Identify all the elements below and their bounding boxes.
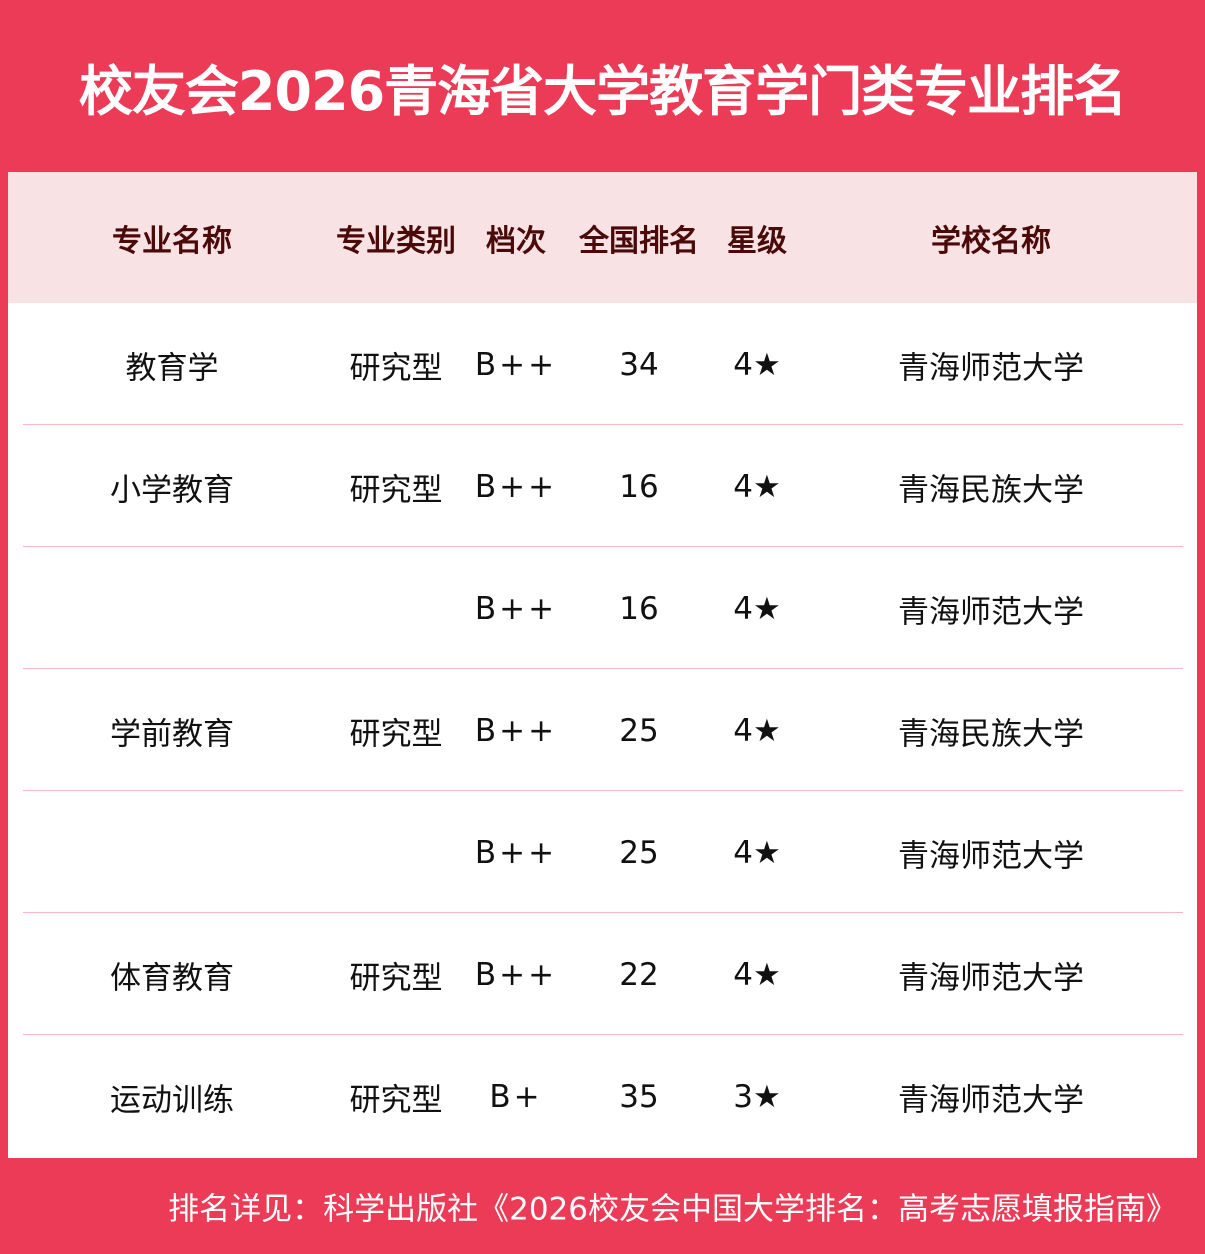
column-header: 专业名称 — [112, 224, 232, 259]
cell-grade: B++ — [474, 713, 558, 749]
cell-rank: 35 — [619, 1079, 659, 1115]
row-divider — [23, 668, 1183, 669]
cell-stars: 4★ — [733, 591, 781, 627]
table-header: 专业名称 专业类别 档次 全国排名 星级 学校名称 — [8, 172, 1197, 303]
row-divider — [23, 790, 1183, 791]
cell-rank: 16 — [619, 591, 659, 627]
cell-stars: 3★ — [733, 1079, 781, 1115]
table-row: 学前教育 研究型 B++ 25 4★ 青海民族大学 — [8, 669, 1197, 791]
row-divider — [23, 424, 1183, 425]
table-row: 运动训练 研究型 B+ 35 3★ 青海师范大学 — [8, 1035, 1197, 1157]
row-divider — [23, 546, 1183, 547]
table-row: B++ 16 4★ 青海师范大学 — [8, 547, 1197, 669]
cell-rank: 16 — [619, 469, 659, 505]
cell-stars: 4★ — [733, 713, 781, 749]
cell-grade: B++ — [474, 469, 558, 505]
table-row: 小学教育 研究型 B++ 16 4★ 青海民族大学 — [8, 425, 1197, 547]
cell-stars: 4★ — [733, 347, 781, 383]
cell-major: 运动训练 — [110, 1082, 234, 1119]
cell-rank: 34 — [619, 347, 659, 383]
cell-school: 青海师范大学 — [898, 594, 1084, 631]
cell-major: 教育学 — [125, 350, 219, 387]
cell-type: 研究型 — [349, 1082, 443, 1119]
cell-rank: 25 — [619, 835, 659, 871]
column-header: 星级 — [727, 224, 787, 259]
footer-note: 排名详见：科学出版社《2026校友会中国大学排名：高考志愿填报指南》 — [0, 1158, 1205, 1254]
cell-grade: B++ — [474, 957, 558, 993]
cell-type: 研究型 — [349, 960, 443, 997]
cell-stars: 4★ — [733, 957, 781, 993]
cell-major: 体育教育 — [110, 960, 234, 997]
column-header: 全国排名 — [579, 224, 699, 259]
cell-school: 青海师范大学 — [898, 1082, 1084, 1119]
row-divider — [23, 912, 1183, 913]
cell-stars: 4★ — [733, 469, 781, 505]
cell-rank: 25 — [619, 713, 659, 749]
cell-school: 青海师范大学 — [898, 350, 1084, 387]
cell-major: 学前教育 — [110, 716, 234, 753]
cell-grade: B++ — [474, 347, 558, 383]
cell-grade: B++ — [474, 835, 558, 871]
cell-stars: 4★ — [733, 835, 781, 871]
cell-major: 小学教育 — [110, 472, 234, 509]
cell-type: 研究型 — [349, 472, 443, 509]
cell-rank: 22 — [619, 957, 659, 993]
column-header: 学校名称 — [931, 224, 1051, 259]
cell-grade: B+ — [489, 1079, 543, 1115]
cell-school: 青海师范大学 — [898, 838, 1084, 875]
ranking-table: 专业名称 专业类别 档次 全国排名 星级 学校名称 教育学 研究型 B++ 34 4★ 青海师范大学… — [8, 172, 1197, 1158]
column-header: 档次 — [486, 224, 546, 259]
table-row: 体育教育 研究型 B++ 22 4★ 青海师范大学 — [8, 913, 1197, 1035]
table-row: 教育学 研究型 B++ 34 4★ 青海师范大学 — [8, 303, 1197, 425]
table-row: B++ 25 4★ 青海师范大学 — [8, 791, 1197, 913]
page-title: 校友会2026青海省大学教育学门类专业排名 — [78, 59, 1127, 123]
cell-type: 研究型 — [349, 350, 443, 387]
cell-school: 青海师范大学 — [898, 960, 1084, 997]
column-header: 专业类别 — [336, 224, 456, 259]
footer-text: 排名详见：科学出版社《2026校友会中国大学排名：高考志愿填报指南》 — [168, 1191, 1177, 1228]
cell-grade: B++ — [474, 591, 558, 627]
cell-type: 研究型 — [349, 716, 443, 753]
cell-school: 青海民族大学 — [898, 716, 1084, 753]
row-divider — [23, 1034, 1183, 1035]
cell-school: 青海民族大学 — [898, 472, 1084, 509]
